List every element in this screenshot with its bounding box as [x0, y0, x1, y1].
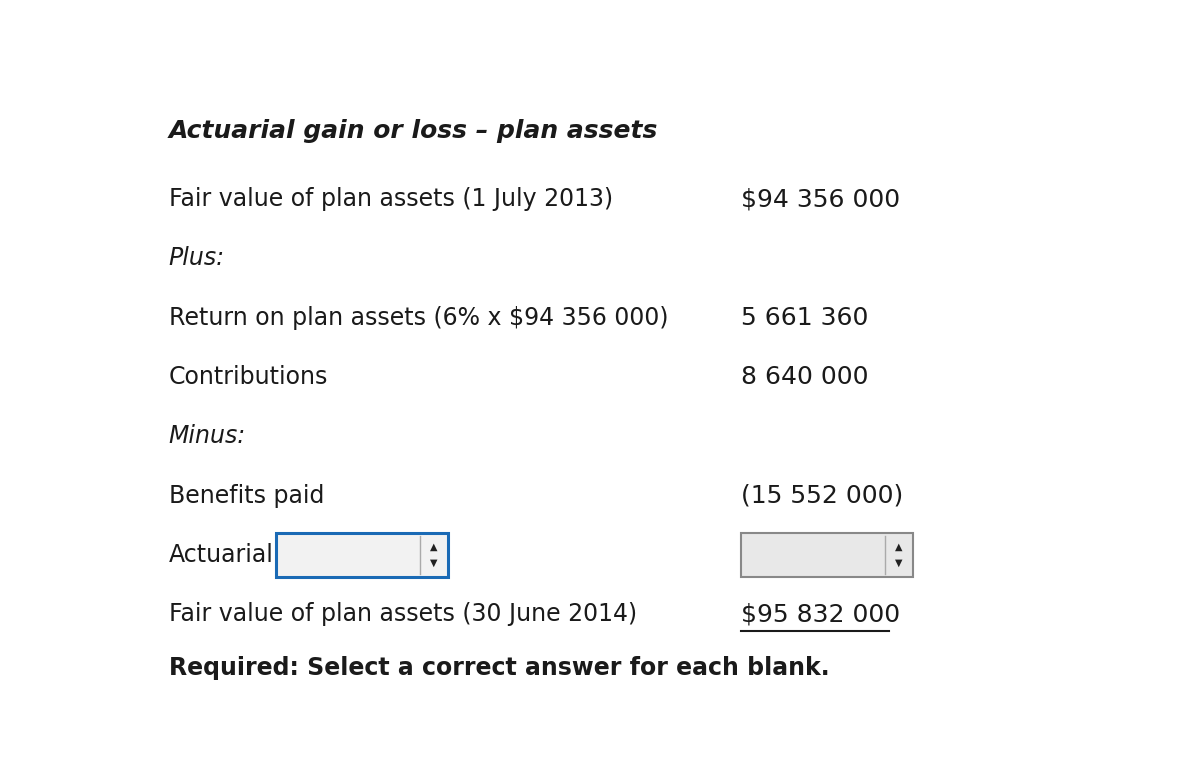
- Text: Required: Select a correct answer for each blank.: Required: Select a correct answer for ea…: [168, 655, 829, 679]
- Text: Plus:: Plus:: [168, 246, 224, 270]
- Text: 5 661 360: 5 661 360: [740, 306, 868, 330]
- Text: (15 552 000): (15 552 000): [740, 484, 902, 507]
- Text: Return on plan assets (6% x $94 356 000): Return on plan assets (6% x $94 356 000): [168, 306, 668, 330]
- Text: ▼: ▼: [895, 557, 902, 567]
- Text: ▼: ▼: [430, 557, 437, 567]
- Text: Fair value of plan assets (30 June 2014): Fair value of plan assets (30 June 2014): [168, 602, 637, 626]
- Text: ▲: ▲: [895, 542, 902, 552]
- Text: ▲: ▲: [430, 542, 437, 552]
- Text: $95 832 000: $95 832 000: [740, 602, 900, 626]
- Text: $94 356 000: $94 356 000: [740, 187, 900, 211]
- Text: Fair value of plan assets (1 July 2013): Fair value of plan assets (1 July 2013): [168, 187, 613, 211]
- FancyBboxPatch shape: [740, 533, 913, 577]
- FancyBboxPatch shape: [276, 533, 448, 577]
- Text: Contributions: Contributions: [168, 365, 328, 389]
- Text: Actuarial: Actuarial: [168, 543, 274, 567]
- Text: Benefits paid: Benefits paid: [168, 484, 324, 507]
- Text: Actuarial gain or loss – plan assets: Actuarial gain or loss – plan assets: [168, 119, 658, 143]
- Text: Minus:: Minus:: [168, 424, 246, 448]
- Text: 8 640 000: 8 640 000: [740, 365, 868, 389]
